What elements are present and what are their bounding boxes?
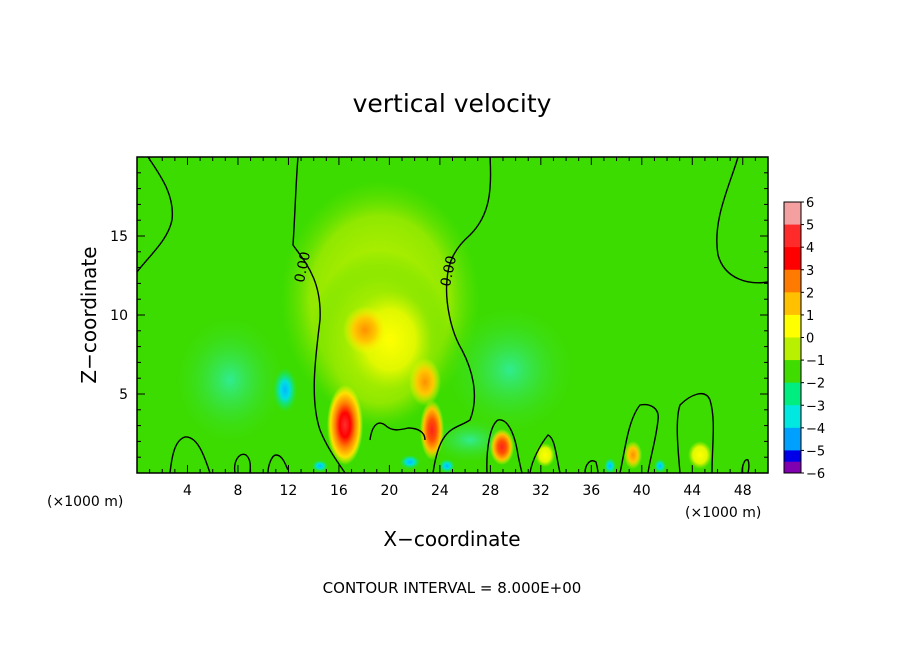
zero-contours — [137, 157, 768, 473]
mint-region-left — [170, 310, 290, 450]
feature-32km-1z — [535, 443, 555, 467]
colorbar-swatch — [784, 202, 801, 226]
x-tick-label: 8 — [233, 483, 242, 499]
x-axis: 4 8 12 16 20 24 28 32 36 40 44 48 — [149, 157, 756, 499]
downdraft-feature-37km — [604, 458, 616, 473]
downdraft-feature-22km — [400, 455, 420, 469]
contour-bump-1 — [169, 436, 211, 473]
feature-17km-3z — [327, 385, 363, 465]
x-tick-label: 40 — [633, 483, 651, 499]
colorbar-label: −1 — [806, 354, 825, 369]
feature-29km-2z — [490, 429, 514, 465]
x-tick-label: 20 — [380, 483, 398, 499]
x-tick-label: 4 — [183, 483, 192, 499]
contour-label-right: 0.00 — [438, 254, 460, 288]
contour-interval-footer: CONTOUR INTERVAL = 8.000E+00 — [323, 579, 582, 597]
colorbar-label: 1 — [806, 309, 814, 324]
contour-label-left: 0.00 — [292, 250, 314, 284]
colorbar-swatch — [784, 292, 801, 316]
feature-23km-6z — [409, 358, 441, 406]
contour-bump-36 — [584, 460, 599, 473]
x-tick-label: 12 — [280, 483, 298, 499]
x-tick-label: 28 — [481, 483, 499, 499]
y-tick-label: 5 — [119, 387, 128, 403]
colorbar-swatch — [784, 314, 801, 338]
colorbar-swatch-min — [784, 461, 801, 473]
colorbar-label: 0 — [806, 332, 814, 347]
colorbar-label: −4 — [806, 422, 825, 437]
colorbar-label: 3 — [806, 264, 814, 279]
x-tick-label: 36 — [582, 483, 600, 499]
contour-bump-32 — [529, 434, 561, 473]
contour-zero-right — [432, 157, 492, 473]
heatmap-field — [137, 157, 768, 473]
feature-45km-1z — [688, 441, 712, 469]
colorbar-label: 6 — [806, 196, 814, 211]
downdraft-feature-42km — [654, 459, 666, 473]
chart-title: vertical velocity — [353, 89, 552, 118]
colorbar: 6 5 4 3 2 1 0 −1 −2 −3 −4 −5 −6 — [783, 196, 825, 482]
contour-bump-29 — [486, 419, 523, 473]
colorbar-label: 2 — [806, 286, 814, 301]
contour-zero-left — [292, 157, 346, 473]
colorbar-swatch — [784, 382, 801, 406]
feature-24km-2z — [420, 400, 444, 460]
feature-40km-1z — [624, 441, 642, 469]
y-axis: 5 10 15 — [110, 172, 768, 458]
colorbar-label: 5 — [806, 219, 814, 234]
colorbar-label: −2 — [806, 377, 825, 392]
downdraft-feature-25km — [439, 459, 455, 473]
colorbar-swatch — [784, 337, 801, 361]
feature-18km-8z — [343, 306, 387, 354]
y-axis-label: Z−coordinate — [77, 246, 101, 383]
x-tick-label: 32 — [532, 483, 550, 499]
x-unit-left: (×1000 m) — [47, 494, 123, 510]
colorbar-label: 4 — [806, 241, 814, 256]
colorbar-swatch — [784, 405, 801, 429]
contour-bump-3 — [267, 454, 289, 473]
contour-right-top — [716, 157, 768, 284]
x-tick-label: 44 — [683, 483, 701, 499]
mint-region-right — [440, 300, 580, 440]
colorbar-swatch — [784, 427, 801, 451]
contour-left-top — [137, 157, 174, 273]
y-tick-label: 10 — [110, 308, 128, 324]
colorbar-label: −5 — [806, 444, 825, 459]
x-tick-label: 24 — [431, 483, 449, 499]
colorbar-swatch — [784, 360, 801, 384]
colorbar-swatch — [784, 224, 801, 248]
x-unit-right: (×1000 m) — [685, 505, 761, 521]
contour-mid — [369, 422, 426, 441]
contour-bump-40 — [619, 403, 659, 473]
x-tick-label: 48 — [734, 483, 752, 499]
colorbar-swatch — [784, 269, 801, 293]
contour-bump-45 — [676, 392, 715, 473]
colorbar-label: −6 — [806, 467, 825, 482]
downdraft-feature-15km — [312, 460, 328, 472]
y-tick-label: 15 — [110, 229, 128, 245]
colorbar-swatch — [784, 247, 801, 271]
contour-bump-2 — [233, 453, 252, 473]
x-tick-label: 16 — [330, 483, 348, 499]
colorbar-label: −3 — [806, 399, 825, 414]
downdraft-feature-11km — [273, 368, 297, 412]
x-axis-label: X−coordinate — [383, 527, 520, 551]
